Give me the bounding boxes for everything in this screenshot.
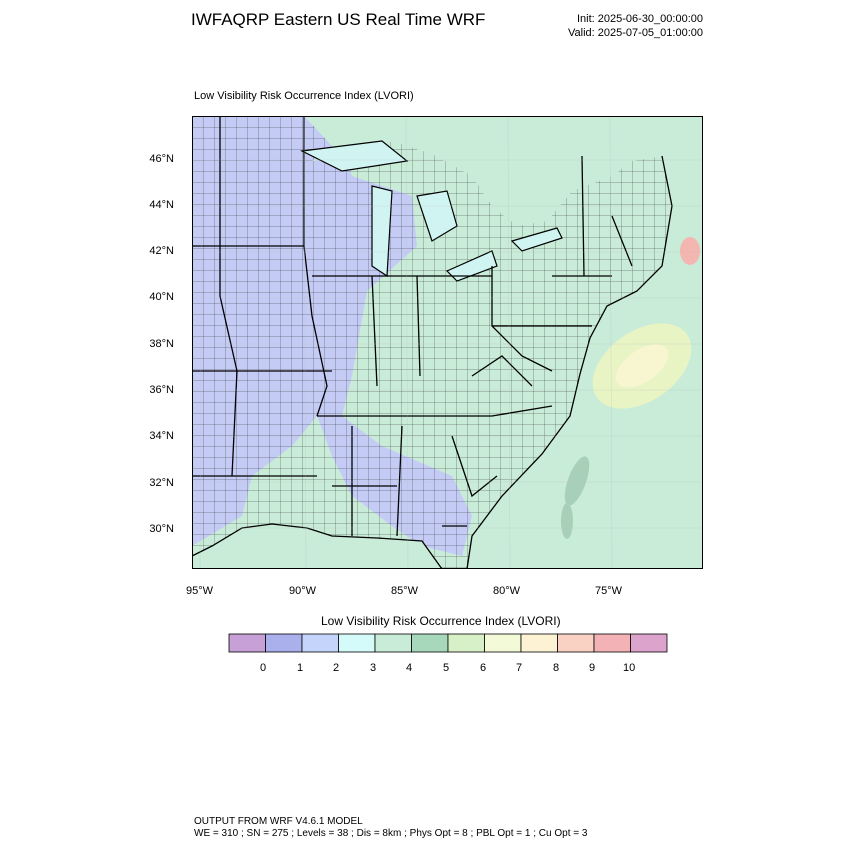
atlantic-dark-patch-1 (564, 456, 590, 506)
colorbar-label: 5 (443, 662, 450, 674)
colorbar-label: 4 (406, 662, 413, 674)
colorbar-label: 7 (516, 662, 523, 674)
lat-label: 42°N (149, 245, 174, 257)
colorbar-label: 2 (333, 662, 340, 674)
footer-config-line: WE = 310 ; SN = 275 ; Levels = 38 ; Dis … (194, 828, 588, 839)
init-time: Init: 2025-06-30_00:00:00 (577, 13, 703, 25)
map-frame (192, 116, 703, 569)
lon-label: 85°W (391, 585, 419, 597)
colorbar-box (228, 633, 266, 653)
figure-title: IWFAQRP Eastern US Real Time WRF (191, 10, 486, 29)
colorbar-label: 8 (553, 662, 560, 674)
lat-label: 34°N (149, 430, 174, 442)
colorbar-label: 10 (623, 662, 636, 674)
atlantic-dark-patch-2 (561, 503, 573, 539)
lvori-map (192, 116, 703, 569)
lat-label: 32°N (149, 477, 174, 489)
colorbar-box (301, 633, 339, 653)
colorbar-box (557, 633, 595, 653)
lon-label: 80°W (493, 585, 521, 597)
colorbar-box (484, 633, 522, 653)
atlantic-dry-patch-inner (615, 344, 669, 388)
colorbar-box (338, 633, 376, 653)
footer-model-line: OUTPUT FROM WRF V4.6.1 MODEL (194, 816, 363, 827)
colorbar-label: 9 (589, 662, 596, 674)
colorbar-title: Low Visibility Risk Occurrence Index (LV… (321, 614, 561, 628)
colorbar-box (411, 633, 449, 653)
lat-label: 46°N (149, 153, 174, 165)
lon-label: 75°W (595, 585, 623, 597)
lon-label: 95°W (186, 585, 214, 597)
plot-title: Low Visibility Risk Occurrence Index (LV… (194, 90, 414, 102)
colorbar-box (447, 633, 485, 653)
colorbar-box (374, 633, 412, 653)
lat-label: 44°N (149, 199, 174, 211)
colorbar-box (520, 633, 558, 653)
coastline (192, 155, 673, 569)
state-borders (192, 116, 633, 537)
colorbar-label: 3 (370, 662, 377, 674)
graticule (192, 116, 703, 569)
lat-label: 38°N (149, 338, 174, 350)
colorbar-label: 6 (480, 662, 487, 674)
valid-time: Valid: 2025-07-05_01:00:00 (568, 27, 703, 39)
atlantic-high-risk-patch (680, 237, 700, 265)
lat-label: 36°N (149, 384, 174, 396)
colorbar-box (630, 633, 668, 653)
colorbar-box (593, 633, 631, 653)
colorbar-label: 0 (260, 662, 267, 674)
lat-label: 30°N (149, 523, 174, 535)
colorbar-label: 1 (297, 662, 304, 674)
lon-label: 90°W (289, 585, 317, 597)
colorbar-box (265, 633, 303, 653)
lat-label: 40°N (149, 291, 174, 303)
colorbar (228, 633, 668, 653)
